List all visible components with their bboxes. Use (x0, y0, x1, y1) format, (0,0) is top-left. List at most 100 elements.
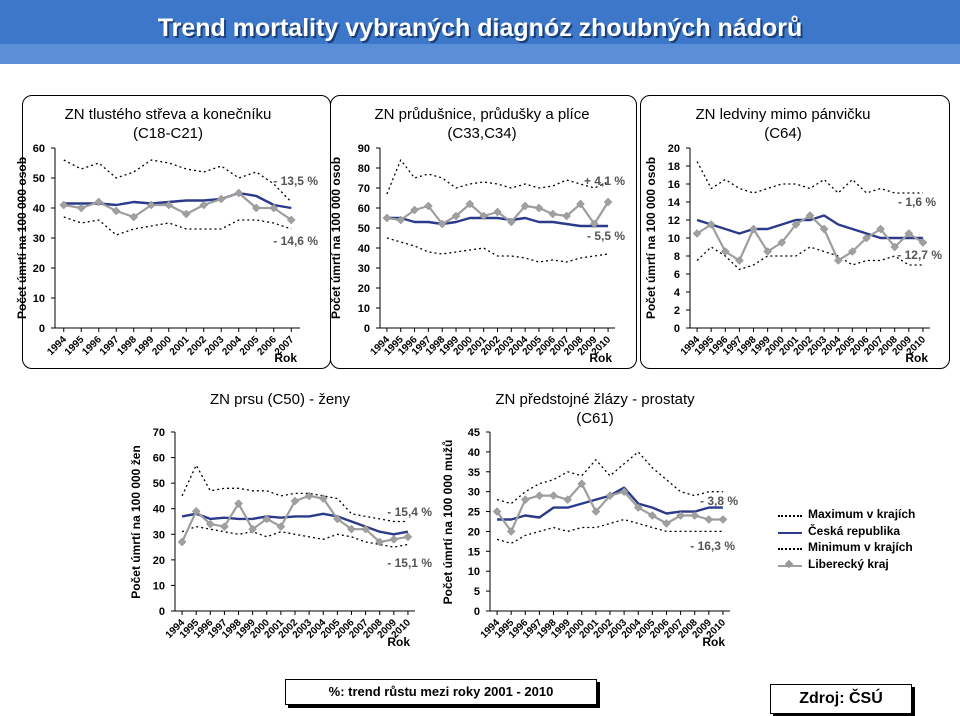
data-point-lk (181, 209, 191, 219)
trend-annotation: - 5,5 % (587, 229, 625, 243)
series-line-lk (696, 214, 924, 262)
data-point-lk (847, 247, 857, 256)
series-line-cr (386, 216, 609, 228)
y-tick-label: 45 (468, 427, 480, 439)
chart-panel-kidney (640, 95, 950, 369)
data-point-lk (577, 479, 587, 489)
trend-annotation: - 15,1 % (387, 556, 432, 570)
data-point-lk (777, 238, 787, 247)
title-bar: Trend mortality vybraných diagnóz zhoubn… (0, 0, 960, 64)
data-point-lk (451, 211, 461, 221)
data-point-lk (506, 527, 516, 536)
data-point-lk (492, 507, 502, 516)
y-tick-label: 90 (358, 143, 370, 155)
data-point-lk (479, 211, 489, 221)
legend-label-cr: Česká republika (808, 524, 901, 538)
data-point-lk (562, 211, 571, 221)
data-point-lk (548, 209, 558, 219)
legend-swatch-cr (778, 532, 802, 534)
legend-label-lk: Liberecký kraj (808, 557, 889, 571)
data-point-lk (375, 537, 385, 547)
data-point-lk (361, 524, 370, 534)
data-point-lk (904, 229, 914, 238)
data-point-lk (819, 224, 829, 234)
chart-title-code: (C33,C34) (447, 125, 516, 142)
chart-panel-lung (330, 95, 637, 369)
y-tick-label: 70 (358, 183, 370, 195)
data-point-lk (763, 247, 773, 256)
data-point-lk (605, 491, 615, 500)
y-tick-label: 20 (33, 263, 45, 275)
data-point-lk (304, 491, 314, 501)
chart-colorectal: ZN tlustého střeva a konečníku (C18-C21) P… (15, 106, 318, 365)
chart-title: ZN prsu (C50) - ženy (210, 391, 351, 408)
y-tick-label: 60 (33, 143, 45, 155)
data-point-lk (146, 200, 156, 210)
data-point-lk (111, 206, 121, 216)
y-tick-label: 0 (674, 323, 680, 335)
series-line-max (696, 161, 923, 194)
data-point-lk (791, 220, 801, 229)
chart-lung: ZN průdušnice, průdušky a plíce (C33,C34)… (329, 106, 625, 365)
y-tick-label: 5 (474, 586, 480, 598)
data-point-lk (332, 514, 342, 524)
x-axis-label: Rok (589, 351, 612, 365)
data-point-lk (918, 238, 928, 247)
data-point-lk (318, 494, 328, 503)
chart-title: ZN předstojné žlázy - prostaty (495, 391, 695, 408)
y-tick-label: 30 (33, 233, 45, 245)
y-tick-label: 20 (153, 555, 165, 567)
data-point-lk (410, 205, 419, 215)
chart-title-code: (C18-C21) (133, 125, 203, 142)
data-point-lk (76, 203, 86, 213)
y-tick-label: 30 (153, 529, 165, 541)
y-tick-label: 50 (358, 223, 370, 235)
series-line-max (63, 159, 292, 203)
x-axis-label: Rok (274, 351, 297, 365)
y-tick-label: 30 (358, 263, 370, 275)
data-point-lk (493, 207, 502, 217)
y-tick-label: 18 (668, 161, 680, 173)
data-point-lk (94, 197, 104, 207)
data-point-lk (347, 524, 356, 534)
page-title: Trend mortality vybraných diagnóz zhoubn… (157, 14, 803, 42)
data-point-lk (535, 491, 544, 500)
series-line-lk (496, 482, 723, 533)
y-tick-label: 4 (674, 287, 681, 299)
x-axis-label: Rok (387, 635, 410, 649)
data-point-lk (676, 511, 685, 520)
data-point-lk (403, 532, 413, 542)
y-tick-label: 0 (364, 323, 370, 335)
data-point-lk (563, 495, 573, 504)
data-point-lk (805, 211, 815, 220)
data-point-lk (692, 229, 702, 238)
y-tick-label: 14 (668, 197, 681, 209)
series-line-lk (63, 191, 292, 221)
y-tick-label: 2 (674, 305, 680, 317)
y-tick-label: 12 (668, 215, 680, 227)
data-point-lk (662, 519, 671, 528)
y-tick-label: 50 (33, 173, 45, 185)
data-point-lk (735, 256, 744, 265)
y-tick-label: 8 (674, 251, 680, 263)
data-point-lk (248, 524, 258, 534)
y-axis-label: Počet úmrtí na 100 000 mužů (441, 440, 455, 605)
series-line-cr (696, 214, 923, 240)
data-point-lk (234, 499, 243, 508)
data-point-lk (576, 199, 585, 209)
chart-title: ZN průdušnice, průdušky a plíce (374, 106, 589, 123)
y-tick-label: 50 (153, 478, 165, 490)
data-point-lk (396, 215, 406, 225)
y-tick-label: 10 (153, 580, 165, 592)
y-tick-label: 80 (358, 163, 370, 175)
y-tick-label: 40 (468, 447, 480, 459)
data-point-lk (199, 200, 209, 210)
x-axis-label: Rok (702, 635, 725, 649)
data-point-lk (876, 224, 885, 234)
source-note: Zdroj: ČSÚ (770, 684, 912, 714)
data-point-lk (589, 219, 599, 229)
chart-title: ZN ledviny mimo pánvičku (695, 106, 870, 123)
series-line-max (386, 159, 609, 195)
data-point-lk (520, 495, 530, 504)
